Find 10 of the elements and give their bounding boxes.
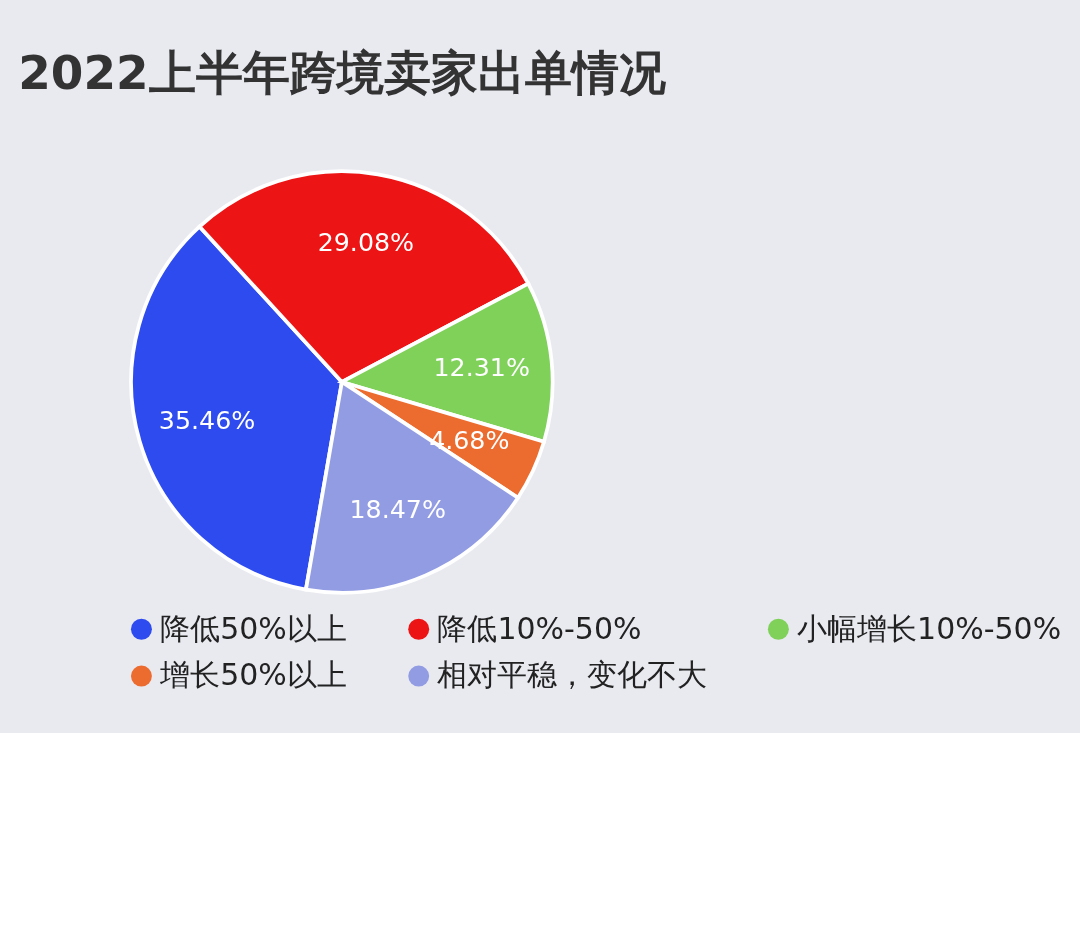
data-label: 35.46% [158, 405, 256, 435]
data-label: 29.08% [317, 228, 415, 258]
legend-label: 降低50%以上 [160, 610, 347, 646]
data-label: 18.47% [349, 495, 446, 525]
legend-label: 增长50%以上 [159, 657, 347, 693]
data-label: 12.31% [433, 352, 530, 382]
chart-title: 2022上半年跨境卖家出单情况 [18, 45, 666, 100]
legend-label: 小幅增长10%-50% [797, 610, 1062, 646]
legend-label: 降低10%-50% [437, 610, 642, 646]
legend-label: 相对平稳，变化不大 [437, 657, 708, 693]
